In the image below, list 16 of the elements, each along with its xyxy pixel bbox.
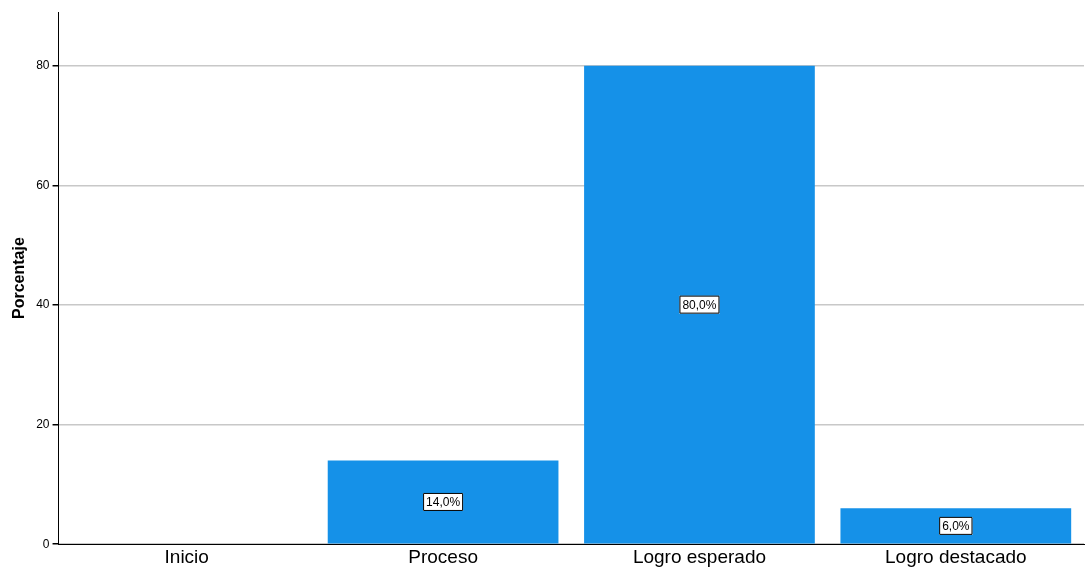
data-label: 80,0%: [682, 297, 717, 312]
y-tick-label: 40: [36, 297, 50, 312]
y-tick-label: 60: [36, 177, 50, 192]
bar: [327, 460, 559, 544]
x-tick-label: Proceso: [408, 545, 478, 567]
x-tick-label: Logro destacado: [885, 545, 1027, 567]
bar: [584, 65, 815, 544]
y-tick-label: 20: [36, 416, 50, 431]
data-label: 14,0%: [426, 495, 461, 510]
y-tick-label: 80: [36, 58, 50, 73]
data-label: 6,0%: [942, 519, 970, 534]
x-tick-label: Logro esperado: [632, 545, 767, 567]
y-axis-title: Porcentaje: [10, 237, 28, 320]
x-tick-label: Inicio: [164, 545, 209, 567]
y-tick-label: 0: [42, 536, 50, 551]
bar: [840, 508, 1072, 544]
